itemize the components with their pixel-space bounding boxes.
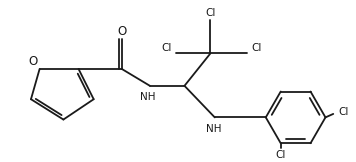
Text: Cl: Cl [339, 107, 349, 117]
Text: Cl: Cl [276, 150, 286, 160]
Text: O: O [28, 55, 37, 68]
Text: NH: NH [140, 92, 156, 102]
Text: O: O [117, 25, 126, 38]
Text: Cl: Cl [252, 43, 262, 53]
Text: Cl: Cl [161, 43, 172, 53]
Text: NH: NH [206, 124, 221, 134]
Text: Cl: Cl [205, 8, 216, 18]
